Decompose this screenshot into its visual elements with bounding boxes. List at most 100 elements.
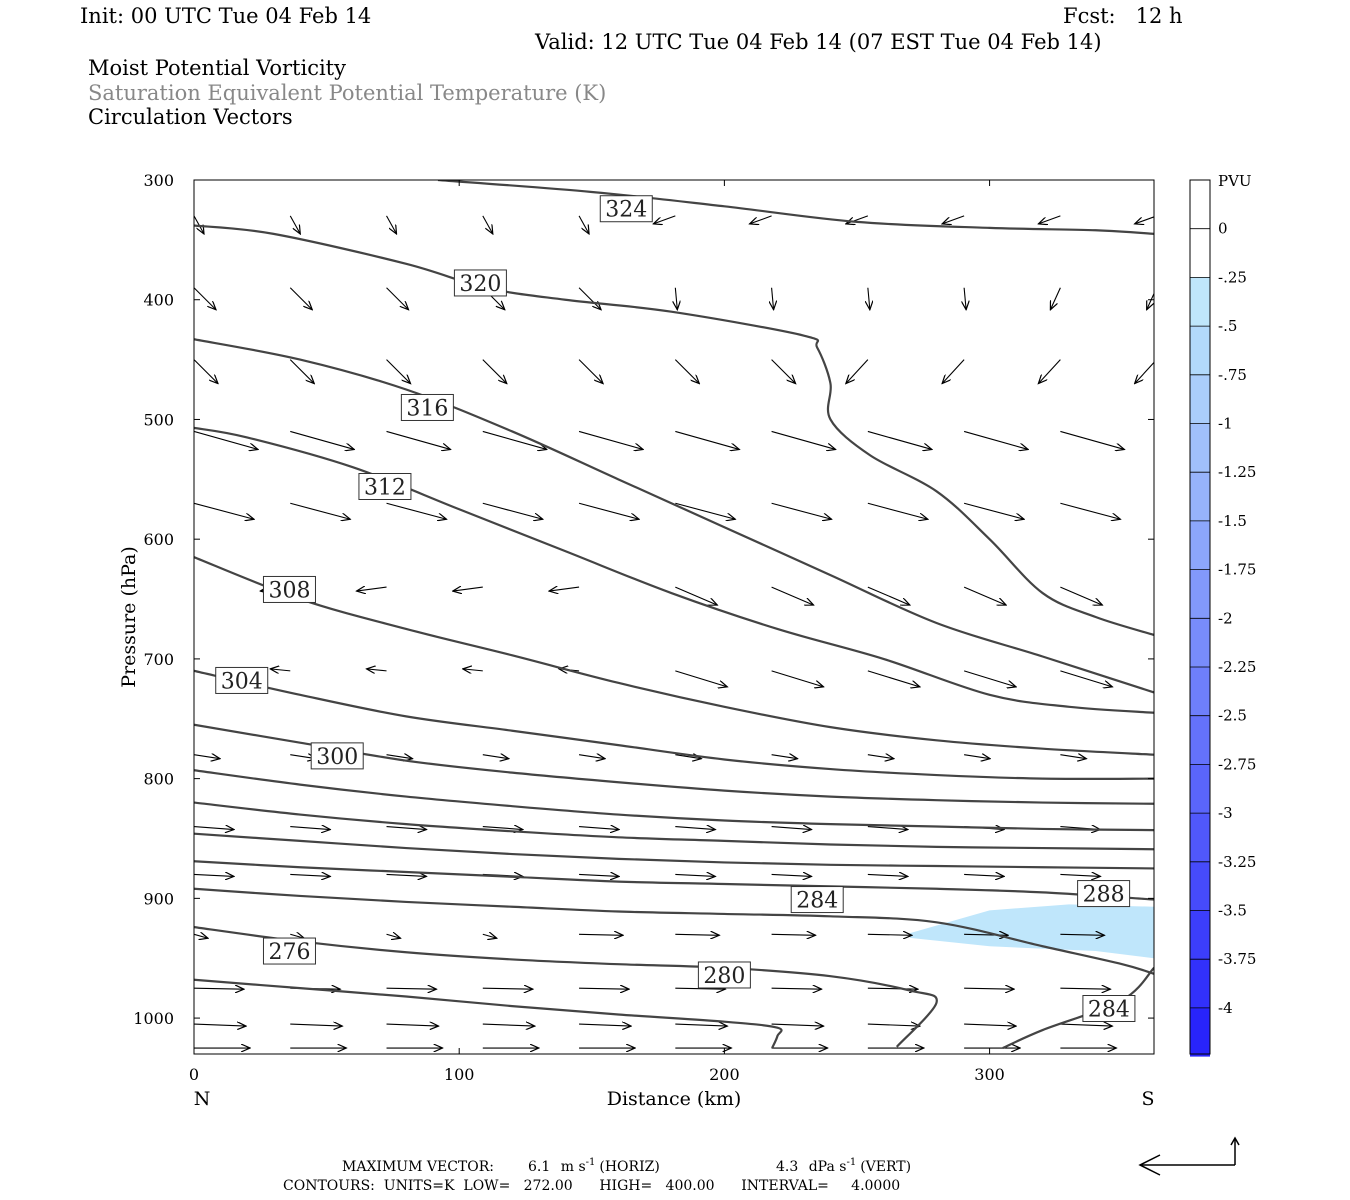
- wind-vector-137: [675, 1024, 727, 1026]
- wind-vector-127: [771, 988, 822, 989]
- axis-ticks: 0 100 200 300 300 400 500 600 700 800 900 1000: [133, 171, 1154, 1084]
- theta-es-contours: [194, 180, 1154, 1050]
- colorbar-label-2: -.5: [1218, 317, 1237, 335]
- wind-vector-40: [867, 430, 932, 449]
- wind-vector-26: [578, 359, 603, 384]
- wind-vector-116: [771, 934, 816, 935]
- colorbar-label-9: -2.25: [1218, 658, 1256, 676]
- contour-label-box-1: [453, 269, 507, 297]
- vert-value: 4.3: [776, 1159, 798, 1175]
- theta-contour-288-10: [194, 860, 1154, 901]
- wind-vector-138: [771, 1024, 824, 1026]
- wind-vector-18: [868, 287, 870, 310]
- colorbar-label-7: -1.75: [1218, 561, 1256, 579]
- wind-vector-36: [482, 430, 547, 449]
- horiz-exponent: -1: [586, 1157, 596, 1168]
- vert-note: (VERT): [860, 1159, 911, 1175]
- contour-label-320: 320: [459, 272, 501, 297]
- wind-vector-61: [771, 586, 814, 605]
- theta-contour-312-3: [194, 426, 1154, 714]
- y-tick-label-1: 400: [143, 291, 174, 310]
- wind-vector-8: [942, 215, 965, 224]
- contour-label-304: 304: [221, 669, 263, 694]
- theta-contour-276-13: [194, 978, 783, 1049]
- field-title-vectors: Circulation Vectors: [88, 105, 293, 129]
- y-tick-label-0: 300: [143, 171, 174, 190]
- colorbar-label-10: -2.5: [1218, 707, 1247, 725]
- colorbar-units: PVU: [1218, 172, 1252, 190]
- theta-contour-304-5: [194, 669, 1154, 780]
- colorbar-label-0: 0: [1218, 220, 1228, 238]
- colorbar-swatch-9: [1190, 618, 1210, 667]
- wind-vector-11: [194, 287, 216, 310]
- x-tick-label-3: 300: [974, 1065, 1005, 1084]
- wind-vector-99: [194, 874, 234, 876]
- colorbar-label-8: -2: [1218, 609, 1233, 627]
- wind-vector-94: [771, 827, 812, 830]
- wind-vector-73: [867, 670, 920, 687]
- colorbar-label-13: -3.25: [1218, 853, 1256, 871]
- x-tick-label-0: 0: [189, 1065, 199, 1084]
- wind-vector-112: [386, 934, 401, 938]
- forecast-hour: Fcst: 12 h: [1063, 4, 1183, 28]
- y-axis-label: Pressure (hPa): [118, 546, 140, 688]
- wind-vector-72: [771, 670, 824, 687]
- contour-label-box-2: [400, 393, 454, 421]
- contour-label-box-0: [599, 195, 653, 223]
- wind-vector-114: [579, 934, 623, 935]
- y-tick-label-3: 600: [143, 530, 174, 549]
- theta-contour-324-0: [437, 180, 1154, 235]
- wind-vector-10: [1135, 216, 1154, 224]
- wind-vector-45: [290, 502, 350, 519]
- wind-vector-67: [270, 669, 291, 671]
- wind-vector-17: [772, 287, 774, 310]
- wind-vector-121: [194, 988, 244, 989]
- mpv-region-0: [910, 904, 1154, 959]
- colorbar-swatch-14: [1190, 861, 1210, 911]
- x-end-label-south: S: [1141, 1088, 1154, 1110]
- contour-label-box-11: [790, 886, 844, 914]
- wind-vector-37: [578, 430, 643, 449]
- wind-vector-35: [386, 430, 451, 449]
- wind-vector-110: [194, 934, 208, 938]
- wind-vector-55: [194, 587, 195, 588]
- colorbar-swatch-8: [1190, 569, 1210, 619]
- colorbar-swatch-16: [1190, 959, 1210, 1008]
- wind-vector-130: [1060, 988, 1110, 989]
- wind-vector-28: [771, 359, 796, 384]
- wind-vector-134: [386, 1024, 439, 1026]
- wind-vector-4: [578, 215, 589, 234]
- wind-vector-123: [386, 988, 437, 989]
- wind-vector-86: [1060, 755, 1086, 759]
- wind-vector-100: [290, 874, 330, 876]
- init-time: Init: 00 UTC Tue 04 Feb 14: [80, 4, 372, 28]
- y-tick-label-7: 1000: [133, 1009, 174, 1028]
- wind-vector-12: [289, 287, 312, 310]
- y-tick-label-6: 900: [143, 889, 174, 908]
- x-axis-label: Distance (km): [607, 1088, 742, 1110]
- wind-vector-31: [1038, 359, 1061, 384]
- wind-vector-89: [290, 827, 330, 830]
- theta-contour-unlabeled-7: [194, 769, 1154, 832]
- wind-vector-133: [290, 1024, 342, 1026]
- wind-vector-66: [194, 670, 195, 671]
- wind-vector-32: [1135, 361, 1154, 384]
- contour-labels: 324 320 316 312 308 304 300 288 284 280 276 284: [215, 195, 1136, 1023]
- wind-vector-23: [289, 359, 314, 384]
- wind-vector-95: [867, 827, 908, 830]
- wind-vector-22: [194, 359, 218, 384]
- footer: MAXIMUM VECTOR: 6.1 m s-1 (HORIZ) 4.3 dPa…: [283, 1157, 911, 1194]
- wind-vector-107: [964, 874, 1004, 876]
- contour-label-280: 280: [703, 964, 745, 989]
- wind-vector-140: [964, 1024, 1016, 1026]
- wind-vector-58: [453, 587, 483, 591]
- x-tick-label-2: 200: [709, 1065, 740, 1084]
- contour-label-324: 324: [605, 198, 647, 223]
- wind-vector-93: [675, 827, 715, 830]
- wind-vector-34: [290, 430, 354, 449]
- wind-vector-79: [386, 755, 413, 759]
- colorbar-label-6: -1.5: [1218, 512, 1247, 530]
- wind-vector-117: [867, 934, 912, 935]
- wind-vector-44: [194, 502, 254, 519]
- max-vector-label: MAXIMUM VECTOR:: [342, 1159, 494, 1175]
